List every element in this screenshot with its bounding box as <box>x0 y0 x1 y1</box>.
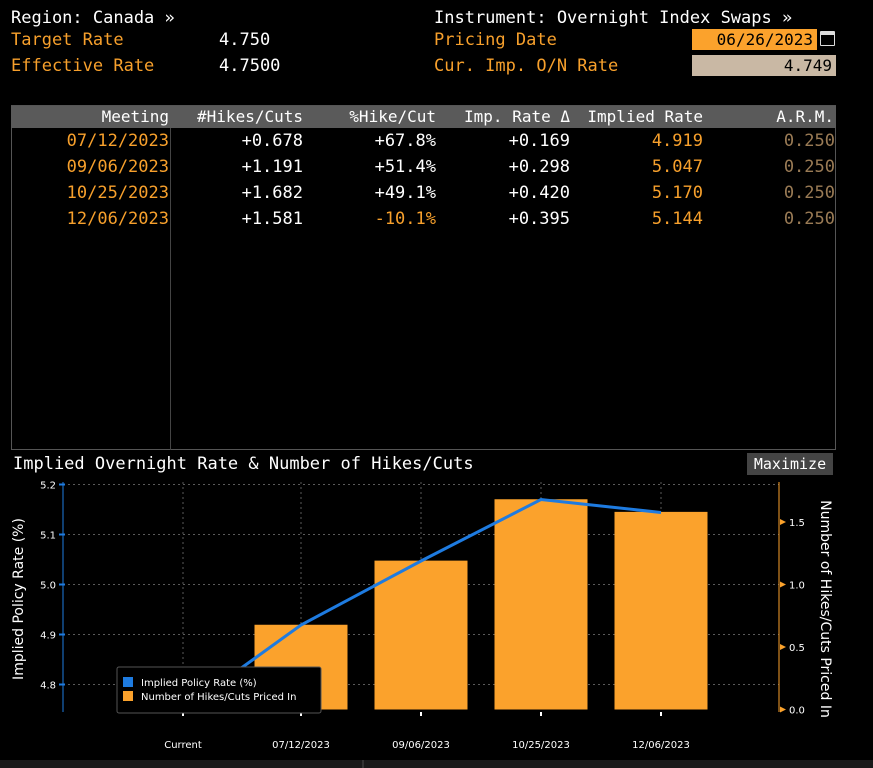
arm-value-cell: 0.250 <box>783 183 835 203</box>
x-tick-label: 10/25/2023 <box>512 740 570 751</box>
chart-legend: Implied Policy Rate (%) Number of Hikes/C… <box>116 666 322 714</box>
pct-hike-cut-cell: +49.1% <box>374 183 436 203</box>
arm-value-cell: 0.250 <box>783 157 835 177</box>
hikes-cuts-cell: +1.191 <box>241 157 303 177</box>
col-header-meeting[interactable]: Meeting <box>101 107 169 126</box>
column-divider <box>170 128 171 450</box>
y2-axis-title: Number of Hikes/Cuts Priced In <box>817 500 833 718</box>
effective-rate-label: Effective Rate <box>11 56 155 76</box>
x-tick-label: 09/06/2023 <box>392 740 450 751</box>
y2-tick <box>780 519 786 525</box>
meeting-date-cell: 12/06/2023 <box>66 209 169 229</box>
legend-swatch-line <box>123 677 133 687</box>
hikes-cuts-cell: +0.678 <box>241 131 303 151</box>
chart-bars <box>254 499 708 710</box>
target-rate-label: Target Rate <box>11 30 124 50</box>
cur-imp-rate-label: Cur. Imp. O/N Rate <box>434 56 619 76</box>
y2-tick-label: 0.0 <box>789 706 805 717</box>
maximize-button[interactable]: Maximize <box>747 453 833 475</box>
meeting-date-cell: 09/06/2023 <box>66 157 169 177</box>
x-tick-label: 12/06/2023 <box>632 740 690 751</box>
meeting-date-cell: 07/12/2023 <box>66 131 169 151</box>
target-rate-value: 4.750 <box>219 30 271 50</box>
legend-box <box>116 666 322 714</box>
hikes-cuts-cell: +1.682 <box>241 183 303 203</box>
legend-label: Implied Policy Rate (%) <box>141 678 257 689</box>
y-tick-label: 4.9 <box>40 631 56 642</box>
implied-rate-cell: 4.919 <box>651 131 703 151</box>
y-tick-label: 4.8 <box>40 681 56 692</box>
y2-tick-label: 0.5 <box>789 643 805 654</box>
status-bar <box>0 760 873 768</box>
imp-rate-delta-cell: +0.420 <box>508 183 570 203</box>
y-tick-label: 5.1 <box>40 531 56 542</box>
meetings-table <box>11 105 836 450</box>
y-axis-title: Implied Policy Rate (%) <box>11 518 27 680</box>
bar <box>374 560 468 710</box>
pricing-date-label: Pricing Date <box>434 30 557 50</box>
legend-swatch-bar <box>123 691 133 701</box>
calendar-icon[interactable] <box>820 31 835 46</box>
x-tick-label: 07/12/2023 <box>272 740 330 751</box>
meeting-date-cell: 10/25/2023 <box>66 183 169 203</box>
y2-tick <box>780 644 786 650</box>
y2-tick-label: 1.0 <box>789 581 805 592</box>
table-header: Meeting #Hikes/Cuts %Hike/Cut Imp. Rate … <box>11 106 836 128</box>
implied-rate-cell: 5.047 <box>651 157 703 177</box>
effective-rate-value: 4.7500 <box>219 56 281 76</box>
instrument-selector[interactable]: Instrument: Overnight Index Swaps » <box>434 8 793 28</box>
col-header-pct[interactable]: %Hike/Cut <box>349 107 436 126</box>
bar <box>494 499 588 710</box>
bar <box>614 511 708 710</box>
imp-rate-delta-cell: +0.298 <box>508 157 570 177</box>
pct-hike-cut-cell: +67.8% <box>374 131 436 151</box>
col-header-implied[interactable]: Implied Rate <box>587 107 703 126</box>
status-bar-divider <box>362 760 364 768</box>
pct-hike-cut-cell: -10.1% <box>374 209 436 229</box>
y2-tick <box>780 581 786 588</box>
col-header-delta[interactable]: Imp. Rate Δ <box>464 107 570 126</box>
legend-label: Number of Hikes/Cuts Priced In <box>141 692 296 703</box>
pricing-date-field[interactable]: 06/26/2023 <box>692 29 817 50</box>
arm-value-cell: 0.250 <box>783 131 835 151</box>
y2-tick <box>780 706 786 713</box>
col-header-arm[interactable]: A.R.M. <box>776 107 834 126</box>
arm-value-cell: 0.250 <box>783 209 835 229</box>
cur-imp-rate-field: 4.749 <box>692 55 836 76</box>
x-tick-label: Current <box>164 740 202 751</box>
chart-line <box>182 497 662 712</box>
combo-chart: 4.8 4.9 5.0 5.1 5.2 0.0 0.5 1.0 1.5 Current 07/12/… <box>11 481 833 752</box>
region-selector[interactable]: Region: Canada » <box>11 8 175 28</box>
chart-title: Implied Overnight Rate & Number of Hikes… <box>13 454 474 474</box>
implied-rate-cell: 5.170 <box>651 183 703 203</box>
y2-tick-label: 1.5 <box>789 518 805 529</box>
chart-axes: 4.8 4.9 5.0 5.1 5.2 0.0 0.5 1.0 1.5 Current 07/12/… <box>11 481 833 752</box>
pct-hike-cut-cell: +51.4% <box>374 157 436 177</box>
imp-rate-delta-cell: +0.395 <box>508 209 570 229</box>
series-line <box>182 497 662 712</box>
y-tick-label: 5.2 <box>40 481 56 492</box>
y-tick-label: 5.0 <box>40 581 56 592</box>
implied-rate-cell: 5.144 <box>651 209 703 229</box>
col-header-hikes[interactable]: #Hikes/Cuts <box>197 107 303 126</box>
imp-rate-delta-cell: +0.169 <box>508 131 570 151</box>
hikes-cuts-cell: +1.581 <box>241 209 303 229</box>
